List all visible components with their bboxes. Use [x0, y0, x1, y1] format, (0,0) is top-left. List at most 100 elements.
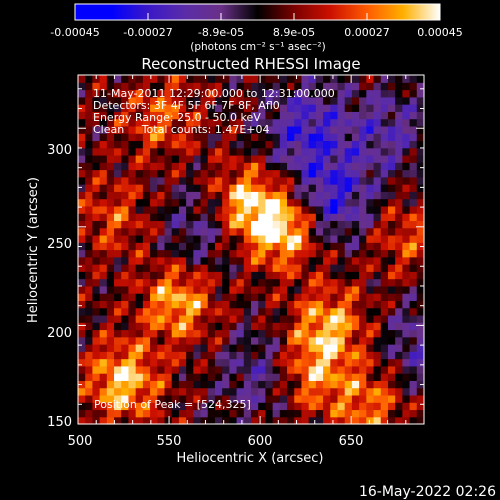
heatmap-cell [294, 82, 303, 91]
heatmap-cell [351, 285, 360, 294]
heatmap-cell [351, 271, 360, 280]
heatmap-cell [207, 314, 216, 323]
heatmap-cell [416, 249, 425, 258]
heatmap-cell [114, 213, 122, 222]
heatmap-cell [359, 154, 367, 163]
heatmap-cell [387, 89, 396, 98]
heatmap-cell [186, 82, 194, 91]
heatmap-cell [395, 125, 403, 134]
heatmap-cell [395, 409, 403, 418]
heatmap-cell [121, 249, 130, 258]
heatmap-cell [142, 336, 151, 345]
heatmap-cell [78, 96, 86, 105]
heatmap-cell [193, 278, 202, 287]
heatmap-cell [308, 184, 317, 192]
heatmap-cell [142, 198, 151, 207]
heatmap-cell [272, 75, 281, 83]
heatmap-cell [251, 75, 259, 83]
heatmap-cell [308, 205, 317, 214]
heatmap-cell [380, 147, 389, 156]
heatmap-cell [330, 344, 339, 352]
heatmap-cell [301, 140, 310, 149]
heatmap-cell [395, 307, 403, 316]
heatmap-cell [157, 82, 166, 91]
heatmap-cell [222, 198, 230, 207]
heatmap-cell [265, 140, 274, 149]
heatmap-cell [373, 234, 382, 243]
heatmap-cell [416, 322, 425, 331]
heatmap-cell [416, 394, 425, 403]
heatmap-cell [395, 278, 403, 287]
heatmap-cell [387, 271, 396, 280]
heatmap-cell [315, 96, 324, 105]
heatmap-cell [272, 198, 281, 207]
heatmap-cell [186, 351, 194, 360]
heatmap-cell [308, 293, 317, 301]
heatmap-cell [402, 278, 411, 287]
heatmap-cell [99, 96, 108, 105]
heatmap-cell [164, 300, 173, 309]
heatmap-cell [344, 213, 353, 222]
heatmap-cell [351, 249, 360, 258]
heatmap-cell [373, 394, 382, 403]
heatmap-cell [395, 133, 403, 142]
heatmap-cell [359, 234, 367, 243]
heatmap-cell [380, 242, 389, 251]
heatmap-cell [366, 89, 375, 98]
heatmap-cell [380, 234, 389, 243]
heatmap-cell [214, 249, 223, 258]
heatmap-cell [330, 118, 339, 127]
heatmap-cell [301, 402, 310, 411]
heatmap-cell [193, 198, 202, 207]
heatmap-cell [243, 300, 252, 309]
heatmap-cell [294, 169, 303, 178]
heatmap-cell [402, 89, 411, 98]
heatmap-cell [114, 380, 122, 389]
heatmap-cell [186, 278, 194, 287]
heatmap-cell [366, 191, 375, 200]
heatmap-cell [387, 293, 396, 301]
heatmap-cell [344, 358, 353, 367]
heatmap-cell [106, 278, 115, 287]
heatmap-cell [265, 125, 274, 134]
heatmap-cell [207, 147, 216, 156]
heatmap-cell [337, 89, 346, 98]
heatmap-cell [395, 314, 403, 323]
heatmap-cell [344, 322, 353, 331]
heatmap-cell [92, 402, 101, 411]
heatmap-cell [207, 205, 216, 214]
heatmap-cell [402, 373, 411, 381]
heatmap-cell [344, 75, 353, 83]
heatmap-cell [135, 205, 144, 214]
heatmap-cell [337, 271, 346, 280]
heatmap-cell [157, 184, 166, 192]
heatmap-cell [85, 285, 94, 294]
heatmap-cell [92, 205, 101, 214]
heatmap-cell [99, 380, 108, 389]
heatmap-cell [243, 314, 252, 323]
heatmap-cell [387, 104, 396, 112]
heatmap-cell [243, 140, 252, 149]
heatmap-cell [229, 300, 238, 309]
heatmap-cell [380, 220, 389, 229]
heatmap-cell [258, 271, 267, 280]
heatmap-cell [294, 351, 303, 360]
heatmap-cell [164, 256, 173, 265]
heatmap-cell [229, 125, 238, 134]
heatmap-cell [114, 307, 122, 316]
heatmap-cell [323, 184, 331, 192]
heatmap-cell [258, 154, 267, 163]
heatmap-cell [178, 358, 187, 367]
heatmap-cell [229, 409, 238, 418]
heatmap-cell [135, 307, 144, 316]
heatmap-cell [85, 336, 94, 345]
heatmap-cell [157, 365, 166, 374]
heatmap-cell [265, 118, 274, 127]
heatmap-cell [337, 242, 346, 251]
heatmap-cell [229, 387, 238, 396]
heatmap-cell [344, 380, 353, 389]
heatmap-cell [128, 104, 137, 112]
heatmap-cell [171, 220, 180, 229]
heatmap-cell [351, 351, 360, 360]
heatmap-cell [359, 351, 367, 360]
